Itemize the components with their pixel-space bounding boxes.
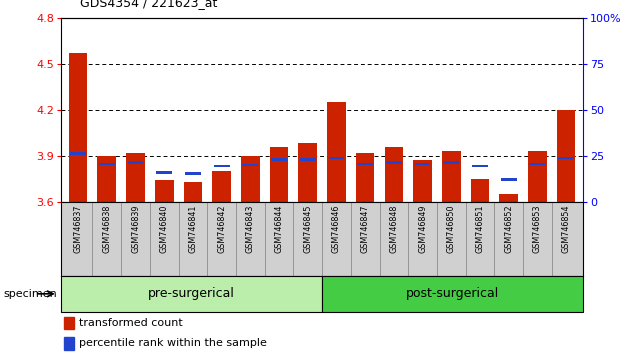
Bar — [442, 151, 461, 202]
Bar — [499, 194, 518, 202]
Text: GSM746843: GSM746843 — [246, 205, 255, 253]
Bar — [69, 53, 87, 202]
Bar — [126, 153, 145, 202]
Text: GSM746847: GSM746847 — [361, 205, 370, 253]
Bar — [63, 316, 74, 329]
Text: GSM746846: GSM746846 — [332, 205, 341, 253]
Bar — [470, 179, 489, 202]
Bar — [444, 161, 459, 164]
Text: GSM746849: GSM746849 — [418, 205, 427, 253]
Bar — [212, 171, 231, 202]
Text: GSM746839: GSM746839 — [131, 205, 140, 253]
Bar — [299, 143, 317, 202]
Bar — [213, 165, 229, 167]
Bar — [270, 147, 288, 202]
Bar — [413, 160, 432, 202]
Text: GSM746851: GSM746851 — [476, 205, 485, 253]
Bar — [99, 163, 115, 165]
Bar — [183, 182, 203, 202]
Bar — [322, 276, 583, 312]
Text: specimen: specimen — [3, 289, 57, 299]
Text: GSM746854: GSM746854 — [562, 205, 570, 253]
Bar — [63, 337, 74, 350]
Bar — [528, 151, 547, 202]
Bar — [558, 157, 574, 159]
Bar — [385, 147, 403, 202]
Text: GDS4354 / 221623_at: GDS4354 / 221623_at — [80, 0, 217, 9]
Bar — [501, 178, 517, 181]
Text: pre-surgerical: pre-surgerical — [148, 287, 235, 300]
Bar — [61, 276, 322, 312]
Bar — [156, 171, 172, 174]
Bar — [242, 164, 258, 166]
Text: GSM746841: GSM746841 — [188, 205, 197, 253]
Text: GSM746848: GSM746848 — [389, 205, 398, 253]
Bar — [386, 161, 402, 164]
Bar — [327, 102, 345, 202]
Bar — [357, 163, 373, 165]
Bar — [271, 158, 287, 161]
Bar — [97, 156, 116, 202]
Text: GSM746844: GSM746844 — [274, 205, 283, 253]
Bar — [185, 172, 201, 175]
Bar — [356, 153, 374, 202]
Bar — [128, 161, 144, 164]
Text: GSM746845: GSM746845 — [303, 205, 312, 253]
Bar — [415, 163, 431, 165]
Bar — [300, 158, 315, 161]
Bar — [529, 163, 545, 165]
Bar — [241, 156, 260, 202]
Bar — [557, 110, 576, 202]
Bar — [70, 152, 86, 155]
Text: GSM746842: GSM746842 — [217, 205, 226, 253]
Bar — [155, 180, 174, 202]
Text: GSM746838: GSM746838 — [103, 205, 112, 253]
Text: GSM746853: GSM746853 — [533, 205, 542, 253]
Text: transformed count: transformed count — [79, 318, 183, 328]
Bar — [472, 165, 488, 167]
Text: GSM746850: GSM746850 — [447, 205, 456, 253]
Text: GSM746837: GSM746837 — [74, 205, 83, 253]
Text: GSM746852: GSM746852 — [504, 205, 513, 253]
Text: GSM746840: GSM746840 — [160, 205, 169, 253]
Text: percentile rank within the sample: percentile rank within the sample — [79, 338, 267, 348]
Text: post-surgerical: post-surgerical — [406, 287, 499, 300]
Bar — [329, 157, 344, 159]
